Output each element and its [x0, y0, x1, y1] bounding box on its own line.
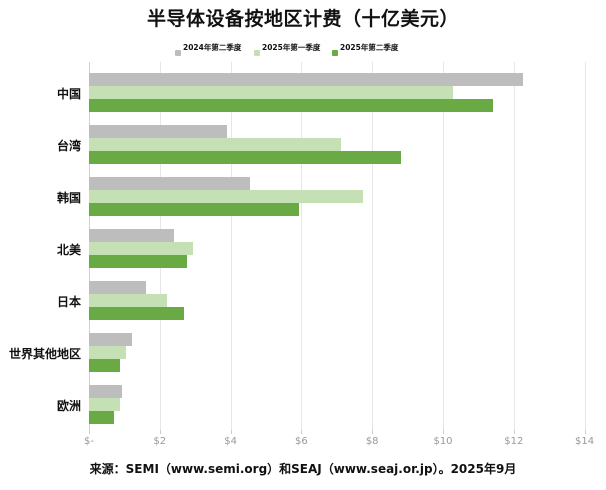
source-note: 来源：SEMI（www.semi.org）和SEAJ（www.seaj.or.j… [89, 462, 517, 476]
tick-mark [159, 430, 161, 434]
gridline [372, 62, 374, 430]
bar [89, 125, 228, 138]
x-tick-label: $14 [575, 436, 595, 447]
legend: 2024年第二季度 2025年第一季度 2025年第二季度 [0, 42, 606, 58]
bar [89, 203, 299, 216]
legend-label: 2024年第二季度 [183, 43, 242, 52]
bar [89, 177, 251, 190]
gridline [584, 62, 586, 430]
bar [89, 151, 401, 164]
bar [89, 333, 132, 346]
gridline [230, 62, 232, 430]
bar [89, 73, 523, 86]
bar [89, 190, 363, 203]
bar [89, 346, 126, 359]
category-label: 北美 [56, 242, 81, 257]
x-tick-label: $- [84, 436, 94, 447]
x-tick-label: $6 [295, 436, 308, 447]
chart-title: 半导体设备按地区计费（十亿美元） [146, 8, 459, 30]
bar [89, 86, 453, 99]
gridline [513, 62, 515, 430]
x-tick-label: $4 [224, 436, 237, 447]
category-label: 欧洲 [56, 398, 81, 413]
bar [89, 281, 146, 294]
tick-mark [513, 430, 515, 434]
tick-mark [89, 430, 90, 434]
category-label: 中国 [56, 86, 81, 101]
tick-mark [230, 430, 232, 434]
category-label: 韩国 [56, 190, 81, 205]
bar [89, 99, 493, 112]
x-tick-label: $12 [504, 436, 524, 447]
legend-label: 2025年第一季度 [262, 43, 321, 52]
tick-mark [372, 430, 374, 434]
bar [89, 359, 120, 372]
tick-mark [443, 430, 444, 434]
category-label: 世界其他地区 [8, 346, 81, 361]
x-tick-label: $8 [365, 436, 379, 447]
legend-swatch-icon [332, 50, 338, 56]
bar [89, 255, 188, 268]
plot-area [89, 62, 589, 430]
legend-swatch-icon [254, 50, 260, 56]
bar [89, 307, 184, 320]
category-label: 日本 [56, 294, 81, 309]
tick-mark [301, 430, 303, 434]
bar [89, 294, 167, 307]
bar [89, 398, 120, 411]
bar [89, 229, 174, 242]
legend-swatch-icon [175, 50, 181, 56]
x-tick-label: $10 [433, 436, 453, 447]
x-tick-label: $2 [153, 436, 167, 447]
legend-item-2025q2: 2025年第二季度 [332, 42, 399, 56]
gridline [301, 62, 303, 430]
legend-item-2024q2: 2024年第二季度 [175, 42, 242, 56]
bar [89, 385, 122, 398]
gridline [443, 62, 444, 430]
bar [89, 138, 342, 151]
bar [89, 411, 114, 424]
legend-label: 2025年第二季度 [340, 43, 399, 52]
bar [89, 242, 194, 255]
tick-mark [584, 430, 586, 434]
legend-item-2025q1: 2025年第一季度 [254, 42, 321, 56]
category-label: 台湾 [56, 138, 81, 153]
